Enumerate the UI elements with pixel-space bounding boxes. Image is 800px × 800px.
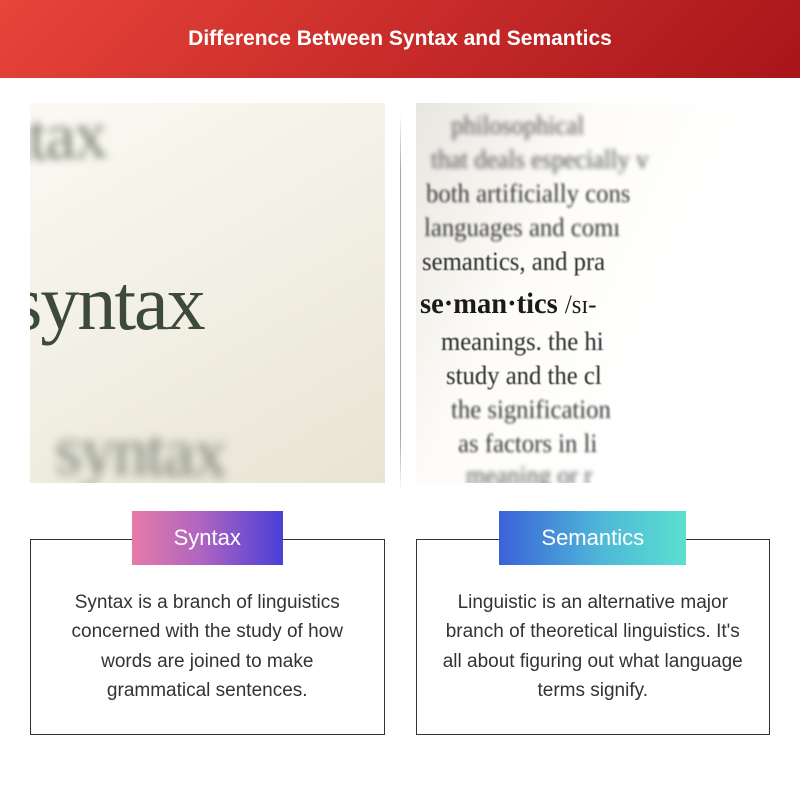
header-banner: Difference Between Syntax and Semantics <box>0 0 800 78</box>
dict-headword: se·man·tics /sɪ- <box>420 287 596 321</box>
syntax-word-blur-top: syntax <box>30 103 107 180</box>
dict-headword-text: se·man·tics <box>420 287 558 320</box>
dict-line: the signification <box>451 395 611 425</box>
syntax-word-blur-bottom: syntax <box>54 412 226 483</box>
dict-line: meanings. the hi <box>441 327 604 357</box>
dict-line: semantics, and pra <box>422 247 605 277</box>
dict-line: study and the cl <box>446 361 602 391</box>
dict-line: languages and comı <box>424 213 620 243</box>
semantics-description: Linguistic is an alternative major branc… <box>416 539 771 735</box>
syntax-description: Syntax is a branch of linguistics concer… <box>30 539 385 735</box>
syntax-label: Syntax <box>132 511 283 565</box>
dict-line: as factors in li <box>458 429 597 459</box>
syntax-image: syntax syntax syntax <box>30 103 385 483</box>
semantics-label: Semantics <box>499 511 686 565</box>
dict-pronunciation: /sɪ- <box>564 290 596 319</box>
right-column: philosophical that deals especially v bo… <box>401 103 771 735</box>
dict-line: both artificially cons <box>426 179 630 209</box>
right-label-wrap: Semantics <box>416 511 771 565</box>
syntax-word-main: syntax <box>30 258 204 348</box>
dict-line: philosophical <box>451 111 584 141</box>
comparison-content: syntax syntax syntax Syntax Syntax is a … <box>0 78 800 735</box>
left-label-wrap: Syntax <box>30 511 385 565</box>
left-column: syntax syntax syntax Syntax Syntax is a … <box>30 103 400 735</box>
page-title: Difference Between Syntax and Semantics <box>188 27 612 51</box>
dict-line: that deals especially v <box>431 145 648 175</box>
semantics-image: philosophical that deals especially v bo… <box>416 103 771 483</box>
dict-line: meaning or r <box>466 461 592 483</box>
